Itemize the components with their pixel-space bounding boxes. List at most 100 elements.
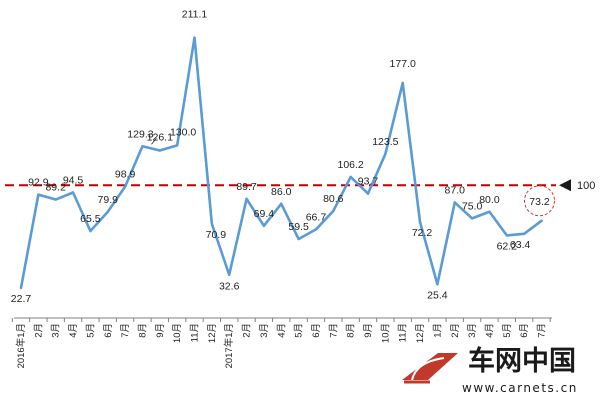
x-tick-label: 2月	[450, 323, 461, 338]
watermark-text: 车网中国	[468, 345, 576, 377]
x-tick-label: 7月	[328, 323, 339, 338]
data-label: 130.0	[170, 126, 196, 138]
data-point	[245, 197, 248, 201]
x-tick-label: 2月	[33, 323, 44, 338]
data-label: 89.7	[236, 181, 257, 193]
data-point	[349, 175, 352, 179]
data-point	[488, 210, 491, 213]
data-point	[418, 220, 422, 224]
data-label: 73.2	[529, 196, 550, 208]
x-tick-label: 3月	[467, 323, 478, 338]
data-point	[141, 145, 144, 148]
data-label: 86.0	[271, 186, 292, 198]
x-tick-label: 12月	[207, 323, 218, 343]
series-line	[19, 36, 543, 290]
data-point	[297, 237, 300, 241]
data-label: 123.5	[372, 136, 398, 148]
x-tick-label: 8月	[137, 323, 148, 338]
data-label: 69.4	[254, 208, 275, 220]
car-logo-icon	[402, 353, 458, 384]
data-label: 211.1	[182, 9, 208, 21]
data-label: 106.2	[338, 159, 364, 171]
x-tick-labels: 2016年1月 2月 3月 4月 5月 6月 7月 8月 9月 10月 11月 12月 2017年1月 2…	[15, 323, 548, 368]
data-point	[401, 81, 404, 85]
x-tick-label: 9月	[363, 323, 374, 338]
data-label: 94.5	[63, 175, 84, 187]
x-tick-label: 4月	[68, 323, 79, 338]
data-point	[19, 286, 23, 290]
data-point	[54, 198, 57, 201]
x-tick-label: 7月	[120, 323, 131, 338]
data-label: 80.0	[479, 194, 500, 206]
data-point	[158, 149, 161, 152]
data-point	[540, 219, 543, 222]
x-tick-label: 10月	[172, 323, 183, 343]
data-point	[505, 234, 508, 237]
x-tick-label: 5月	[294, 323, 305, 338]
data-label: 70.9	[206, 229, 227, 241]
data-point	[453, 201, 456, 204]
data-label: 75.0	[462, 200, 483, 212]
data-label: 87.0	[445, 184, 466, 196]
x-tick-label: 9月	[155, 323, 166, 338]
data-point	[89, 229, 92, 233]
data-label: 98.9	[115, 169, 136, 181]
x-tick-label: 4月	[484, 323, 495, 338]
data-point	[228, 273, 231, 276]
data-point	[366, 192, 370, 195]
data-label: 25.4	[427, 289, 448, 301]
x-tick-label: 6月	[103, 323, 114, 338]
x-tick-label: 5月	[85, 323, 96, 338]
x-tick-label: 2月	[242, 323, 253, 338]
data-label: 32.6	[219, 281, 240, 293]
data-label: 177.0	[390, 58, 416, 70]
x-tick-label: 2017年1月	[223, 323, 235, 368]
x-tick-label: 5月	[502, 323, 513, 338]
reference-marker-icon	[559, 179, 571, 192]
data-point	[470, 217, 474, 220]
data-point	[436, 283, 439, 286]
data-label: 65.5	[80, 213, 101, 225]
data-label: 63.4	[510, 239, 531, 251]
data-point	[37, 193, 40, 196]
data-label: 129.3	[127, 128, 153, 140]
data-point	[71, 191, 75, 194]
data-label: 72.2	[412, 227, 433, 239]
x-tick-label: 11月	[398, 323, 409, 342]
data-point	[123, 185, 127, 188]
watermark: 车网中国 www.carnets.cn	[402, 345, 578, 395]
x-tick-marks	[11, 318, 551, 322]
data-label: 89.2	[45, 182, 66, 194]
data-point	[384, 152, 387, 156]
x-tick-label: 3月	[51, 323, 62, 338]
label-leader-line	[151, 138, 157, 145]
x-tick-label: 6月	[519, 323, 530, 338]
x-tick-label: 4月	[276, 323, 287, 338]
data-label: 22.7	[11, 293, 32, 305]
data-point	[280, 202, 283, 205]
data-point	[106, 210, 109, 214]
x-tick-label: 1月	[432, 323, 443, 338]
data-label: 92.9	[28, 177, 49, 189]
data-label: 93.7	[358, 176, 379, 188]
highlight-circle	[524, 185, 555, 217]
data-labels: 22.7 92.989.294.5 65.5 79.9 98.9 129.3126.113…	[11, 9, 550, 305]
data-points	[19, 36, 543, 290]
data-label: 80.6	[323, 193, 344, 205]
data-label: 62.2	[497, 240, 518, 252]
x-tick-label: 8月	[346, 323, 357, 338]
data-point	[175, 144, 179, 147]
data-point	[262, 224, 266, 228]
x-tick-label: 3月	[259, 323, 270, 338]
x-tick-label: 2016年1月	[15, 323, 27, 368]
data-label: 66.7	[306, 211, 327, 223]
x-tick-label: 6月	[311, 323, 322, 338]
data-point	[193, 36, 196, 39]
reference-line-label: 100	[577, 180, 595, 192]
watermark-url: www.carnets.cn	[462, 381, 578, 395]
data-point	[210, 222, 214, 226]
x-tick-label: 10月	[380, 323, 391, 343]
x-tick-label: 12月	[415, 323, 426, 343]
data-label: 126.1	[147, 132, 173, 144]
